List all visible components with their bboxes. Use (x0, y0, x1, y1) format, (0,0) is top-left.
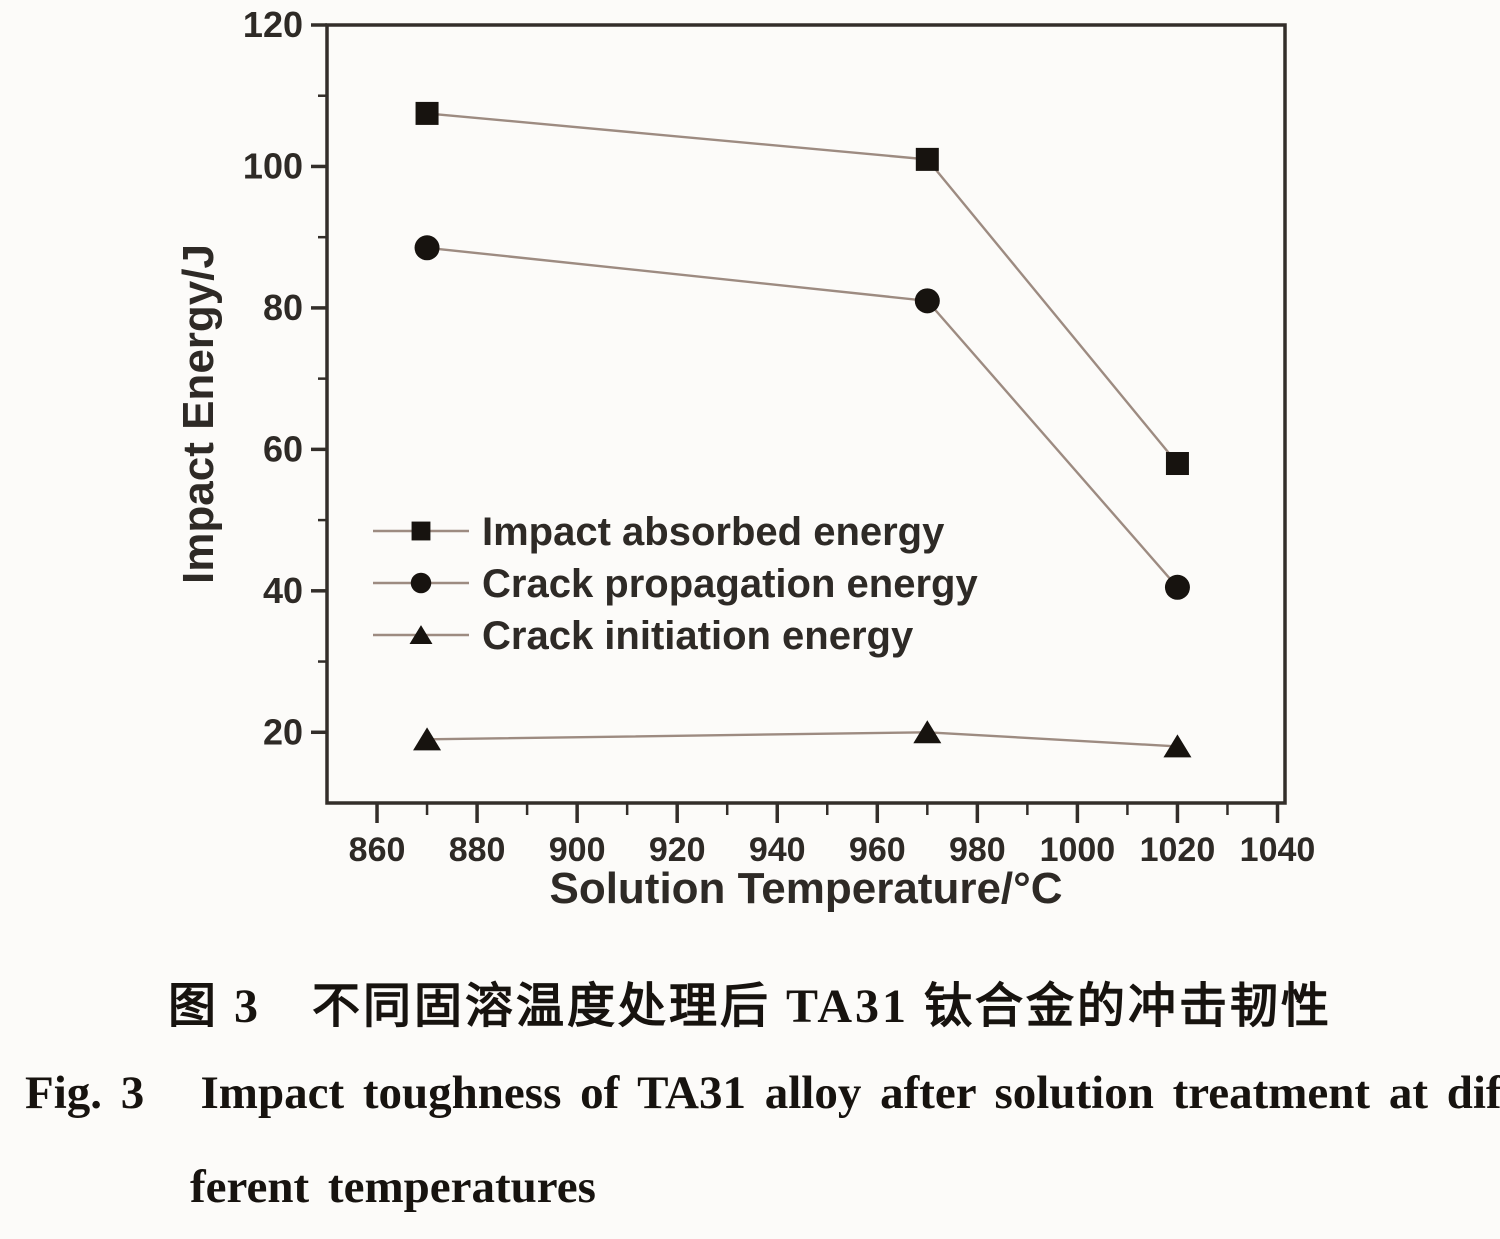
caption-english-line2: ferent temperatures (190, 1161, 596, 1213)
y-tick-label: 100 (243, 145, 303, 186)
data-point-marker (1163, 734, 1192, 758)
x-tick-label: 880 (449, 831, 506, 869)
series-crack-initiation-energy (413, 720, 1192, 758)
data-point-marker (915, 147, 939, 171)
y-axis-title: Impact Energy/J (174, 244, 223, 584)
x-tick-label: 980 (949, 831, 1006, 869)
x-tick-label: 920 (649, 831, 706, 869)
legend-marker (410, 572, 432, 594)
legend-item: Crack initiation energy (373, 614, 914, 658)
x-tick-label: 940 (749, 831, 806, 869)
series-impact-absorbed-energy (415, 101, 1189, 476)
x-axis: 860 880 900 920 940 960 980 1000 1020 1040 (349, 803, 1316, 869)
x-tick-label: 1020 (1140, 831, 1216, 869)
data-point-marker (415, 101, 439, 125)
data-point-marker (1164, 574, 1190, 600)
data-point-marker (414, 235, 440, 261)
y-tick-label: 20 (263, 711, 303, 752)
y-tick-label: 120 (243, 4, 303, 45)
y-axis: 20 40 60 80 100 120 (243, 4, 327, 752)
legend-item: Crack propagation energy (373, 562, 978, 606)
legend-marker (409, 625, 433, 645)
x-tick-label: 1000 (1040, 831, 1116, 869)
legend: Impact absorbed energy Crack propagation … (373, 510, 978, 658)
series-crack-propagation-energy (414, 235, 1190, 600)
legend-marker (411, 521, 431, 541)
series-line (427, 731, 1178, 748)
x-tick-label: 1040 (1240, 831, 1316, 869)
x-axis-title: Solution Temperature/°C (549, 864, 1062, 913)
x-tick-label: 960 (849, 831, 906, 869)
y-tick-label: 40 (263, 570, 303, 611)
plot-frame (325, 23, 1287, 805)
legend-label: Crack initiation energy (482, 614, 914, 658)
legend-item: Impact absorbed energy (373, 510, 945, 554)
x-tick-label: 900 (549, 831, 606, 869)
data-point-marker (913, 720, 942, 744)
impact-toughness-chart: 860 880 900 920 940 960 980 1000 1020 1040 20 40 60 8… (174, 4, 1316, 913)
legend-label: Crack propagation energy (482, 562, 978, 606)
caption-chinese: 图 3 不同固溶温度处理后 TA31 钛合金的冲击韧性 (167, 980, 1333, 1033)
data-point-marker (1165, 452, 1189, 476)
y-tick-label: 60 (263, 428, 303, 469)
data-point-marker (413, 727, 442, 751)
data-point-marker (914, 288, 940, 314)
legend-label: Impact absorbed energy (482, 510, 945, 554)
y-tick-label: 80 (263, 287, 303, 328)
x-tick-label: 860 (349, 831, 406, 869)
caption-english-line1: Fig. 3 Impact toughness of TA31 alloy af… (25, 1067, 1500, 1119)
